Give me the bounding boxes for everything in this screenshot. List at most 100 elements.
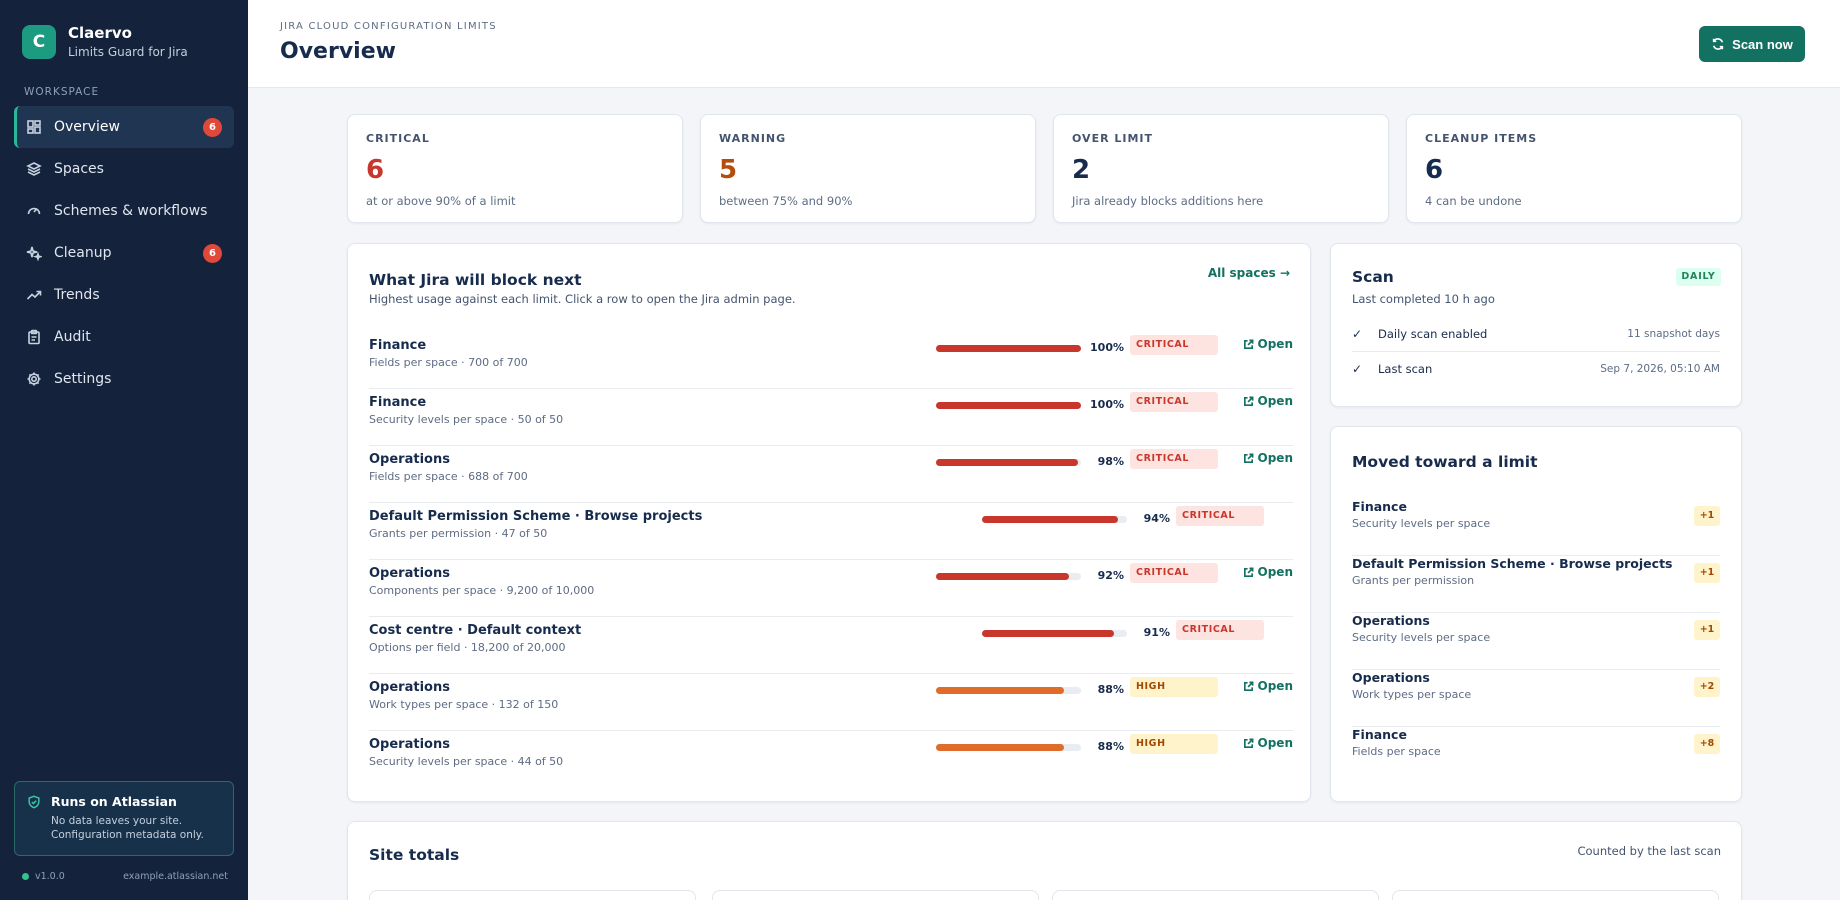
usage-bar xyxy=(936,345,1081,352)
all-spaces-link[interactable]: All spaces → xyxy=(1207,266,1290,280)
delta-badge: +1 xyxy=(1694,563,1720,583)
usage-percent: 100% xyxy=(1090,398,1124,411)
open-label: Open xyxy=(1257,451,1293,465)
usage-bar xyxy=(982,516,1127,523)
usage-bar-fill xyxy=(936,402,1081,409)
open-link[interactable]: Open xyxy=(1243,679,1293,693)
site-totals-title: Site totals xyxy=(369,846,460,864)
open-link[interactable]: Open xyxy=(1243,451,1293,465)
delta-badge: +8 xyxy=(1694,734,1720,754)
sidebar-item-settings[interactable]: Settings xyxy=(14,358,234,400)
limit-row[interactable]: Cost centre · Default context Options per… xyxy=(369,617,1293,674)
scan-now-button[interactable]: Scan now xyxy=(1699,26,1805,62)
open-link[interactable]: Open xyxy=(1243,736,1293,750)
status-badge: CRITICAL xyxy=(1130,563,1218,583)
open-link[interactable]: Open xyxy=(1243,394,1293,408)
count-badge: 6 xyxy=(203,244,222,263)
stat-note: Jira already blocks additions here xyxy=(1072,194,1264,208)
sidebar-item-audit[interactable]: Audit xyxy=(14,316,234,358)
sidebar-item-schemes-workflows[interactable]: Schemes & workflows xyxy=(14,190,234,232)
usage-bar xyxy=(982,630,1127,637)
sidebar-item-overview[interactable]: Overview 6 xyxy=(14,106,234,148)
stat-card-warning[interactable]: WARNING 5 between 75% and 90% xyxy=(700,114,1036,223)
scan-row-daily: ✓ Daily scan enabled 11 snapshot days xyxy=(1352,316,1720,352)
moved-row-detail: Security levels per space xyxy=(1352,517,1491,530)
external-link-icon xyxy=(1243,567,1253,577)
stat-value: 6 xyxy=(366,155,385,185)
usage-percent: 100% xyxy=(1090,341,1124,354)
limit-row-detail: Components per space · 9,200 of 10,000 xyxy=(369,584,595,597)
limit-row-name: Operations xyxy=(369,566,450,581)
brand-subtitle: Limits Guard for Jira xyxy=(68,45,188,59)
limit-row[interactable]: Operations Components per space · 9,200 o… xyxy=(369,560,1293,617)
status-badge: CRITICAL xyxy=(1130,392,1218,412)
stat-label: WARNING xyxy=(719,132,787,145)
moved-row[interactable]: Operations Work types per space +2 xyxy=(1352,670,1720,727)
limit-row[interactable]: Operations Fields per space · 688 of 700 9… xyxy=(369,446,1293,503)
status-badge: CRITICAL xyxy=(1176,506,1264,526)
sidebar-item-label: Spaces xyxy=(54,161,104,177)
sidebar-item-label: Cleanup xyxy=(54,245,112,261)
sidebar-item-trends[interactable]: Trends xyxy=(14,274,234,316)
moved-row-name: Finance xyxy=(1352,727,1407,742)
runs-on-atlassian-panel: Runs on Atlassian No data leaves your si… xyxy=(14,781,234,856)
limit-row-detail: Security levels per space · 44 of 50 xyxy=(369,755,564,768)
open-link[interactable]: Open xyxy=(1243,565,1293,579)
sidebar: C Claervo Limits Guard for Jira WORKSPAC… xyxy=(0,0,248,900)
check-icon: ✓ xyxy=(1352,326,1363,341)
open-label: Open xyxy=(1257,394,1293,408)
moved-row[interactable]: Default Permission Scheme · Browse proje… xyxy=(1352,556,1720,613)
sidebar-nav: Overview 6 Spaces Schemes & workflows Cleanu… xyxy=(14,106,234,400)
brand-logo: C xyxy=(22,24,56,59)
limit-row-detail: Security levels per space · 50 of 50 xyxy=(369,413,564,426)
limit-row-name: Operations xyxy=(369,452,450,467)
limit-row[interactable]: Finance Security levels per space · 50 of… xyxy=(369,389,1293,446)
scan-now-label: Scan now xyxy=(1732,36,1793,52)
usage-bar-fill xyxy=(936,459,1079,466)
open-label: Open xyxy=(1257,565,1293,579)
block-next-card: What Jira will block next Highest usage … xyxy=(347,243,1311,802)
block-next-list: Finance Fields per space · 700 of 700 100%… xyxy=(369,332,1293,788)
moved-title: Moved toward a limit xyxy=(1352,453,1538,471)
sidebar-item-label: Settings xyxy=(54,371,112,387)
open-label: Open xyxy=(1257,679,1293,693)
brand[interactable]: C Claervo Limits Guard for Jira xyxy=(22,24,188,59)
delta-badge: +2 xyxy=(1694,677,1720,697)
stat-label: OVER LIMIT xyxy=(1072,132,1154,145)
sidebar-item-cleanup[interactable]: Cleanup 6 xyxy=(14,232,234,274)
moved-row[interactable]: Finance Security levels per space +1 xyxy=(1352,499,1720,556)
moved-row[interactable]: Finance Fields per space +8 xyxy=(1352,727,1720,784)
sidebar-item-spaces[interactable]: Spaces xyxy=(14,148,234,190)
page-eyebrow: JIRA CLOUD CONFIGURATION LIMITS xyxy=(280,21,497,32)
limit-row[interactable]: Finance Fields per space · 700 of 700 100%… xyxy=(369,332,1293,389)
clipboard-icon xyxy=(26,329,42,345)
block-next-subtitle: Highest usage against each limit. Click … xyxy=(369,292,796,306)
site-label: example.atlassian.net xyxy=(123,871,228,882)
external-link-icon xyxy=(1243,453,1253,463)
usage-bar xyxy=(936,459,1081,466)
dashboard-icon xyxy=(26,119,42,135)
open-label: Open xyxy=(1257,337,1293,351)
limit-row[interactable]: Default Permission Scheme · Browse proje… xyxy=(369,503,1293,560)
limit-row[interactable]: Operations Security levels per space · 44… xyxy=(369,731,1293,788)
open-link[interactable]: Open xyxy=(1243,337,1293,351)
status-badge: CRITICAL xyxy=(1130,335,1218,355)
page-header: JIRA CLOUD CONFIGURATION LIMITS Overview… xyxy=(248,0,1840,88)
moved-row[interactable]: Operations Security levels per space +1 xyxy=(1352,613,1720,670)
site-totals-card: Site totals Counted by the last scan xyxy=(347,821,1742,900)
limit-row[interactable]: Operations Work types per space · 132 of … xyxy=(369,674,1293,731)
sidebar-footer: v1.0.0 example.atlassian.net xyxy=(22,871,228,882)
gauge-icon xyxy=(26,203,42,219)
external-link-icon xyxy=(1243,339,1253,349)
stat-note: at or above 90% of a limit xyxy=(366,194,516,208)
stat-card-critical[interactable]: CRITICAL 6 at or above 90% of a limit xyxy=(347,114,683,223)
moved-card: Moved toward a limit Finance Security lev… xyxy=(1330,426,1742,802)
usage-bar-fill xyxy=(936,687,1064,694)
moved-row-detail: Security levels per space xyxy=(1352,631,1491,644)
status-badge: CRITICAL xyxy=(1176,620,1264,640)
stat-card-over-limit[interactable]: OVER LIMIT 2 Jira already blocks additions… xyxy=(1053,114,1389,223)
stat-card-cleanup-items[interactable]: CLEANUP ITEMS 6 4 can be undone xyxy=(1406,114,1742,223)
gear-icon xyxy=(26,371,42,387)
usage-percent: 91% xyxy=(1143,626,1170,639)
limit-row-detail: Fields per space · 688 of 700 xyxy=(369,470,528,483)
